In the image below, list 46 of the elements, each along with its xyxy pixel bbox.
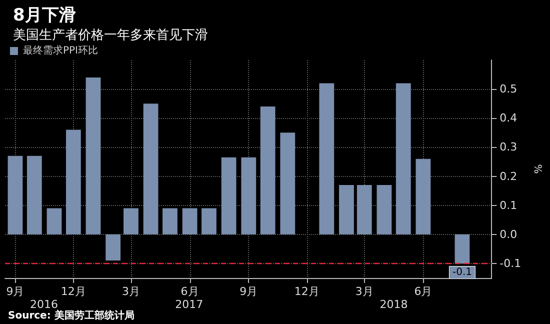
bar — [46, 208, 62, 234]
y-tick-label: 0.0 — [500, 228, 518, 241]
bar — [182, 208, 198, 234]
y-tick-label: -0.1 — [500, 256, 522, 270]
bar — [162, 208, 178, 234]
y-tick-label: 0.2 — [500, 170, 518, 183]
bar — [202, 208, 216, 234]
bar — [26, 156, 42, 234]
x2-tick-label: 2018 — [380, 298, 408, 311]
x2-tick-label: 2016 — [30, 298, 58, 311]
bar — [124, 208, 138, 234]
bar — [454, 234, 470, 264]
bar — [106, 234, 121, 261]
legend-label: 最终需求PPI环比 — [23, 44, 98, 56]
bar — [260, 106, 276, 234]
chart-subtitle: 美国生产者价格一年多来首见下滑 — [13, 27, 208, 43]
x-tick-label: 9月 — [6, 285, 24, 298]
x-tick-label: 6月 — [414, 285, 432, 298]
x-tick-label: 3月 — [122, 285, 140, 298]
x-tick-label: 12月 — [294, 285, 320, 298]
y-tick-label: 0.1 — [500, 198, 518, 212]
bar — [66, 130, 81, 234]
chart-title: 8月下滑 — [13, 6, 76, 26]
bar — [319, 83, 334, 234]
bar — [416, 158, 431, 234]
bar — [376, 184, 392, 234]
x-tick-label: 3月 — [355, 285, 374, 298]
x2-tick-label: 2017 — [175, 298, 204, 311]
bar — [86, 77, 101, 234]
y-tick-label: 0.3 — [500, 140, 518, 154]
bar — [241, 157, 256, 234]
y-tick-label: 0.4 — [500, 112, 518, 125]
x-tick-label: 12月 — [60, 285, 86, 298]
source-note: Source: 美国劳工部统计局 — [8, 310, 134, 322]
bar — [8, 156, 23, 234]
y-tick-label: 0.5 — [500, 82, 518, 96]
x-tick-label: 9月 — [240, 285, 258, 298]
x-tick-label: 6月 — [180, 285, 199, 298]
bar — [339, 184, 354, 234]
bar — [396, 83, 411, 234]
bar — [280, 132, 296, 234]
bar — [143, 104, 158, 234]
y-axis-title: % — [532, 164, 542, 174]
bar — [356, 184, 372, 234]
data-label: -0.1 — [452, 266, 472, 278]
bar — [221, 157, 236, 234]
